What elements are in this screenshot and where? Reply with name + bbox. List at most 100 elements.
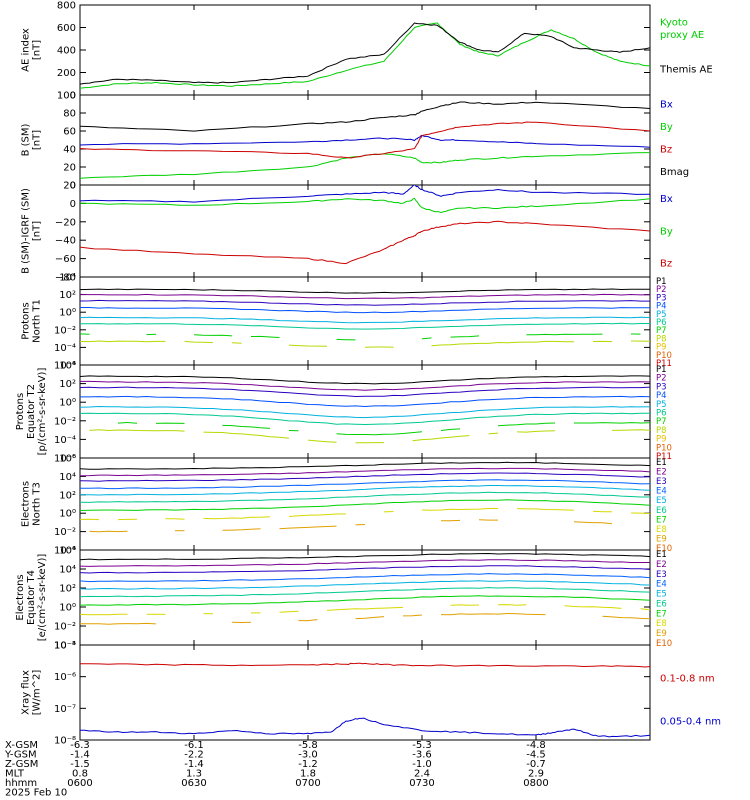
channel-line-prot2-p7 <box>574 422 650 424</box>
series-line-b-by <box>80 152 650 179</box>
ytick-label-elec3: 10⁰ <box>59 509 76 520</box>
channel-line-elec4-e8 <box>80 613 128 616</box>
legend-prot1-p8: P8 <box>656 334 667 344</box>
channel-line-prot2-p8 <box>203 431 290 439</box>
channel-line-elec4-e7 <box>80 595 650 606</box>
info-row-value: -1.0 <box>412 759 432 770</box>
channel-line-prot2-p7 <box>497 422 556 427</box>
legend-prot2-p3: P3 <box>656 382 667 392</box>
ytick-label-prot2: 10⁻⁴ <box>54 435 76 446</box>
legend-prot2-p11: P11 <box>656 452 672 462</box>
legend-prot1-p5: P5 <box>656 310 667 320</box>
info-row-value: -1.5 <box>70 759 90 770</box>
ytick-label-prot1: 10⁴ <box>59 273 76 284</box>
legend-elec3-e2: E2 <box>656 468 667 478</box>
series-line-dbigrf-by <box>80 197 650 214</box>
channel-line-prot1-p7 <box>250 335 280 338</box>
legend-prot2-p10: P10 <box>656 443 672 453</box>
channel-line-elec3-e8 <box>203 516 271 520</box>
ylabel-ae: [nT] <box>32 40 43 60</box>
legend-ae: Themis AE <box>659 64 713 75</box>
channel-line-prot2-p8 <box>307 439 337 443</box>
channel-line-elec3-e5 <box>80 485 650 496</box>
channel-line-prot1-p7 <box>336 338 356 341</box>
info-row-value: 2.4 <box>414 769 430 780</box>
info-row-value: -1.4 <box>70 750 90 761</box>
channel-line-elec3-e8 <box>592 510 612 513</box>
legend-prot2-p7: P7 <box>656 417 667 427</box>
channel-line-prot1-p7 <box>193 334 233 337</box>
channel-line-prot2-p1 <box>80 375 650 385</box>
ytick-label-ae: 600 <box>57 23 76 34</box>
channel-line-elec3-e9 <box>279 525 337 530</box>
legend-prot2-p6: P6 <box>656 409 667 419</box>
channel-line-prot2-p2 <box>80 380 650 391</box>
legend-ae: Kyoto <box>660 18 688 29</box>
info-row-value: -1.4 <box>184 759 204 770</box>
info-row-value: -6.3 <box>70 740 90 751</box>
channel-line-prot1-p8 <box>231 342 242 344</box>
ytick-label-prot2: 10⁴ <box>59 361 76 372</box>
legend-elec3-e8: E8 <box>656 525 667 535</box>
channel-line-elec4-e5 <box>80 580 650 590</box>
series-line-xray-0-05-0-4-nm <box>80 717 650 738</box>
series-line-b-bx <box>80 134 650 148</box>
legend-elec4-e8: E8 <box>656 619 667 629</box>
legend-elec4-e7: E7 <box>656 609 667 619</box>
info-row-value: 0730 <box>409 778 434 789</box>
channel-line-elec3-e2 <box>80 467 650 477</box>
ytick-label-b: 60 <box>63 127 76 138</box>
panel-frame-elec4 <box>79 549 651 646</box>
legend-prot1-p6: P6 <box>656 318 667 328</box>
ytick-label-ae: 0 <box>70 91 76 102</box>
ytick-label-dbigrf: 0 <box>70 199 76 210</box>
channel-line-elec3-e9 <box>222 528 261 531</box>
ytick-label-elec3: 10² <box>59 490 76 501</box>
info-row-value: -5.8 <box>298 740 318 751</box>
legend-elec4-e4: E4 <box>656 580 667 590</box>
channel-line-elec4-e3 <box>80 565 650 574</box>
legend-dbigrf: Bz <box>660 259 672 270</box>
info-row-value: -3.6 <box>412 750 432 761</box>
ytick-label-prot2: 10⁻² <box>54 416 76 427</box>
ytick-label-elec3: 10⁴ <box>59 472 76 483</box>
channel-line-prot1-p8 <box>184 340 214 344</box>
legend-prot2-p4: P4 <box>656 391 667 401</box>
legend-elec3-e6: E6 <box>656 506 667 516</box>
channel-line-prot2-p3 <box>80 386 650 398</box>
ytick-label-dbigrf: −40 <box>55 236 76 247</box>
channel-line-elec3-e7 <box>80 499 650 511</box>
channel-line-elec3-e1 <box>80 461 650 470</box>
ytick-label-xray: 10⁻⁷ <box>54 704 76 715</box>
ytick-label-prot1: 10² <box>59 290 76 301</box>
series-line-ae-kyoto-proxy-ae <box>80 22 650 89</box>
info-row-value: -0.7 <box>526 759 546 770</box>
channel-line-prot2-p7 <box>117 421 138 424</box>
channel-line-prot1-p6 <box>80 322 650 330</box>
ylabel-prot1: North T1 <box>32 299 43 343</box>
channel-line-prot1-p8 <box>80 340 166 343</box>
channel-line-prot2-p8 <box>89 429 185 432</box>
channel-line-prot1-p3 <box>80 299 650 306</box>
channel-line-elec3-e8 <box>288 513 347 517</box>
ytick-label-xray: 10⁻⁶ <box>54 672 76 683</box>
ylabel-elec4: Electrons <box>15 574 26 620</box>
legend-elec4-e6: E6 <box>656 599 667 609</box>
series-line-dbigrf-bz <box>80 220 650 265</box>
channel-line-prot1-p8 <box>288 344 328 347</box>
ytick-label-ae: 800 <box>57 1 76 12</box>
series-line-b-bmag <box>80 101 650 132</box>
ytick-label-elec4: 10⁴ <box>59 565 76 576</box>
ylabel-elec4: [e/(cm²-s-sr-keV)] <box>37 554 48 642</box>
info-row-value: 0.8 <box>72 769 88 780</box>
info-row-value: -6.1 <box>184 740 204 751</box>
ytick-label-prot1: 10⁻² <box>54 325 76 336</box>
ylabel-b: [nT] <box>32 130 43 150</box>
ytick-label-prot1: 10⁻⁴ <box>54 343 76 354</box>
series-line-dbigrf-bx <box>80 185 650 203</box>
info-row-label: hhmm <box>5 778 37 789</box>
ytick-label-b: 40 <box>63 145 76 156</box>
ylabel-prot1: Protons <box>21 302 32 339</box>
legend-elec4-e9: E9 <box>656 629 667 639</box>
